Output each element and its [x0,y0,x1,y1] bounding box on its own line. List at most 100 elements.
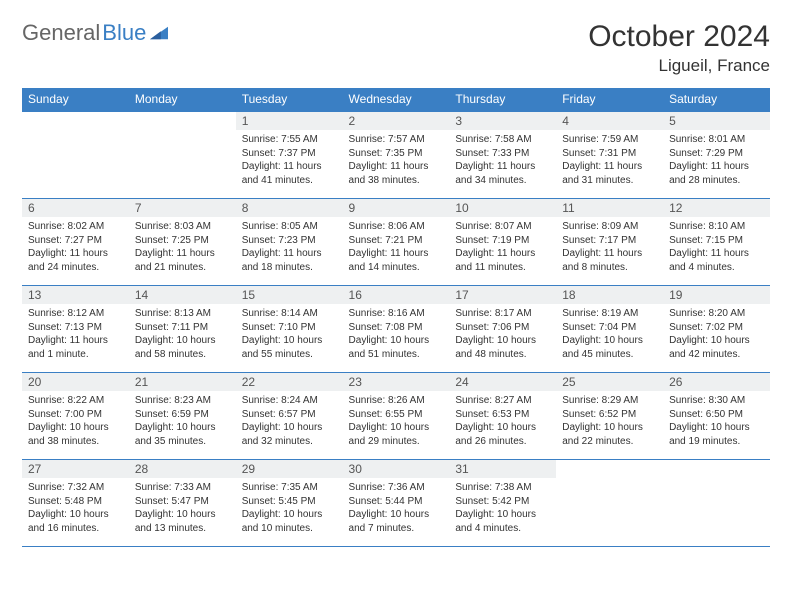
day-details: Sunrise: 8:06 AMSunset: 7:21 PMDaylight:… [343,217,450,278]
day-details: Sunrise: 7:59 AMSunset: 7:31 PMDaylight:… [556,130,663,191]
weekday-header: Wednesday [343,88,450,111]
day-details: Sunrise: 8:10 AMSunset: 7:15 PMDaylight:… [663,217,770,278]
day-number: 27 [22,460,129,478]
day-number: 14 [129,286,236,304]
day-number: 21 [129,373,236,391]
day-number: 24 [449,373,556,391]
day-number: 19 [663,286,770,304]
day-details: Sunrise: 8:27 AMSunset: 6:53 PMDaylight:… [449,391,556,452]
weekday-header: Sunday [22,88,129,111]
weekday-header: Thursday [449,88,556,111]
calendar-empty [22,111,129,199]
day-number: 22 [236,373,343,391]
calendar-day: 4Sunrise: 7:59 AMSunset: 7:31 PMDaylight… [556,111,663,199]
month-title: October 2024 [588,20,770,54]
calendar-day: 30Sunrise: 7:36 AMSunset: 5:44 PMDayligh… [343,460,450,547]
weekday-header: Saturday [663,88,770,111]
day-details: Sunrise: 7:57 AMSunset: 7:35 PMDaylight:… [343,130,450,191]
day-details: Sunrise: 8:30 AMSunset: 6:50 PMDaylight:… [663,391,770,452]
calendar-day: 26Sunrise: 8:30 AMSunset: 6:50 PMDayligh… [663,373,770,460]
calendar-day: 7Sunrise: 8:03 AMSunset: 7:25 PMDaylight… [129,199,236,286]
title-block: October 2024 Ligueil, France [588,20,770,76]
day-details: Sunrise: 8:23 AMSunset: 6:59 PMDaylight:… [129,391,236,452]
day-details: Sunrise: 8:02 AMSunset: 7:27 PMDaylight:… [22,217,129,278]
day-number: 12 [663,199,770,217]
day-number: 5 [663,112,770,130]
calendar-day: 1Sunrise: 7:55 AMSunset: 7:37 PMDaylight… [236,111,343,199]
day-number: 29 [236,460,343,478]
calendar-day: 22Sunrise: 8:24 AMSunset: 6:57 PMDayligh… [236,373,343,460]
brand-part2: Blue [102,20,146,46]
calendar-week: 20Sunrise: 8:22 AMSunset: 7:00 PMDayligh… [22,373,770,460]
day-number: 15 [236,286,343,304]
calendar-body: 1Sunrise: 7:55 AMSunset: 7:37 PMDaylight… [22,111,770,547]
day-number: 18 [556,286,663,304]
day-number: 4 [556,112,663,130]
calendar-day: 27Sunrise: 7:32 AMSunset: 5:48 PMDayligh… [22,460,129,547]
calendar-day: 21Sunrise: 8:23 AMSunset: 6:59 PMDayligh… [129,373,236,460]
day-number: 20 [22,373,129,391]
day-number: 11 [556,199,663,217]
weekday-row: SundayMondayTuesdayWednesdayThursdayFrid… [22,88,770,111]
day-details: Sunrise: 8:26 AMSunset: 6:55 PMDaylight:… [343,391,450,452]
day-details: Sunrise: 8:05 AMSunset: 7:23 PMDaylight:… [236,217,343,278]
day-details: Sunrise: 8:01 AMSunset: 7:29 PMDaylight:… [663,130,770,191]
calendar-week: 13Sunrise: 8:12 AMSunset: 7:13 PMDayligh… [22,286,770,373]
day-details: Sunrise: 8:14 AMSunset: 7:10 PMDaylight:… [236,304,343,365]
calendar-empty [129,111,236,199]
calendar-week: 27Sunrise: 7:32 AMSunset: 5:48 PMDayligh… [22,460,770,547]
calendar-week: 1Sunrise: 7:55 AMSunset: 7:37 PMDaylight… [22,111,770,199]
logo-triangle-icon [150,26,168,40]
day-details: Sunrise: 8:24 AMSunset: 6:57 PMDaylight:… [236,391,343,452]
weekday-header: Tuesday [236,88,343,111]
calendar-day: 23Sunrise: 8:26 AMSunset: 6:55 PMDayligh… [343,373,450,460]
calendar-day: 18Sunrise: 8:19 AMSunset: 7:04 PMDayligh… [556,286,663,373]
day-details: Sunrise: 8:29 AMSunset: 6:52 PMDaylight:… [556,391,663,452]
day-number: 30 [343,460,450,478]
day-details: Sunrise: 8:09 AMSunset: 7:17 PMDaylight:… [556,217,663,278]
day-details: Sunrise: 8:07 AMSunset: 7:19 PMDaylight:… [449,217,556,278]
brand-logo: GeneralBlue [22,20,168,46]
day-details: Sunrise: 8:22 AMSunset: 7:00 PMDaylight:… [22,391,129,452]
day-number: 9 [343,199,450,217]
calendar-day: 25Sunrise: 8:29 AMSunset: 6:52 PMDayligh… [556,373,663,460]
calendar-empty [663,460,770,547]
location-label: Ligueil, France [588,56,770,76]
day-number: 3 [449,112,556,130]
calendar-day: 28Sunrise: 7:33 AMSunset: 5:47 PMDayligh… [129,460,236,547]
day-number: 23 [343,373,450,391]
day-number: 2 [343,112,450,130]
day-details: Sunrise: 7:32 AMSunset: 5:48 PMDaylight:… [22,478,129,539]
day-number: 6 [22,199,129,217]
day-number: 31 [449,460,556,478]
calendar-day: 12Sunrise: 8:10 AMSunset: 7:15 PMDayligh… [663,199,770,286]
day-details: Sunrise: 8:17 AMSunset: 7:06 PMDaylight:… [449,304,556,365]
day-details: Sunrise: 8:16 AMSunset: 7:08 PMDaylight:… [343,304,450,365]
day-details: Sunrise: 8:20 AMSunset: 7:02 PMDaylight:… [663,304,770,365]
calendar-day: 13Sunrise: 8:12 AMSunset: 7:13 PMDayligh… [22,286,129,373]
day-number: 26 [663,373,770,391]
weekday-header: Monday [129,88,236,111]
weekday-header: Friday [556,88,663,111]
brand-part1: General [22,20,100,46]
calendar-day: 19Sunrise: 8:20 AMSunset: 7:02 PMDayligh… [663,286,770,373]
calendar-week: 6Sunrise: 8:02 AMSunset: 7:27 PMDaylight… [22,199,770,286]
day-number: 1 [236,112,343,130]
day-details: Sunrise: 8:03 AMSunset: 7:25 PMDaylight:… [129,217,236,278]
calendar-day: 24Sunrise: 8:27 AMSunset: 6:53 PMDayligh… [449,373,556,460]
calendar-day: 3Sunrise: 7:58 AMSunset: 7:33 PMDaylight… [449,111,556,199]
day-number: 8 [236,199,343,217]
calendar-day: 17Sunrise: 8:17 AMSunset: 7:06 PMDayligh… [449,286,556,373]
calendar-day: 5Sunrise: 8:01 AMSunset: 7:29 PMDaylight… [663,111,770,199]
calendar-empty [556,460,663,547]
calendar-day: 31Sunrise: 7:38 AMSunset: 5:42 PMDayligh… [449,460,556,547]
calendar-day: 6Sunrise: 8:02 AMSunset: 7:27 PMDaylight… [22,199,129,286]
calendar-day: 10Sunrise: 8:07 AMSunset: 7:19 PMDayligh… [449,199,556,286]
day-number: 28 [129,460,236,478]
calendar-day: 15Sunrise: 8:14 AMSunset: 7:10 PMDayligh… [236,286,343,373]
day-number: 25 [556,373,663,391]
day-details: Sunrise: 8:13 AMSunset: 7:11 PMDaylight:… [129,304,236,365]
day-details: Sunrise: 8:19 AMSunset: 7:04 PMDaylight:… [556,304,663,365]
day-number: 13 [22,286,129,304]
calendar-day: 14Sunrise: 8:13 AMSunset: 7:11 PMDayligh… [129,286,236,373]
